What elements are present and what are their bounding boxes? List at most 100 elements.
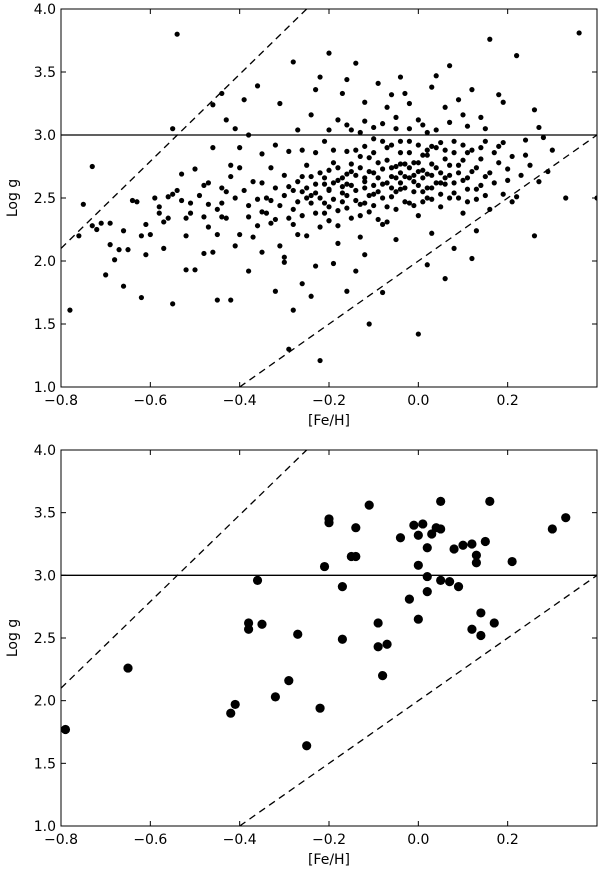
plot-area — [61, 9, 597, 387]
data-point — [196, 192, 203, 199]
data-point — [491, 180, 497, 186]
data-point — [98, 220, 104, 226]
data-point — [409, 520, 419, 530]
data-point — [339, 175, 345, 181]
data-point — [445, 577, 455, 587]
data-point — [299, 147, 305, 153]
data-point — [315, 703, 325, 713]
data-point — [371, 191, 377, 197]
data-point — [116, 247, 122, 253]
data-point — [380, 166, 386, 172]
data-point — [317, 357, 323, 364]
data-point — [420, 122, 426, 128]
data-point — [464, 150, 471, 156]
data-point — [344, 76, 350, 83]
data-point — [335, 177, 341, 183]
data-point — [576, 30, 582, 36]
data-point — [313, 150, 319, 156]
data-point — [284, 676, 294, 686]
data-point — [366, 155, 372, 161]
data-point — [375, 80, 381, 86]
data-point — [438, 180, 444, 186]
data-point — [308, 200, 314, 206]
reference-line-dashed — [61, 9, 308, 249]
data-point — [286, 346, 292, 352]
data-point — [165, 215, 171, 221]
data-point — [263, 195, 270, 201]
data-point — [422, 571, 432, 582]
x-tick-label: 0.0 — [407, 832, 429, 848]
data-point — [433, 73, 439, 79]
data-point — [326, 50, 332, 56]
data-point — [397, 180, 404, 186]
data-point — [259, 180, 265, 186]
data-point — [429, 143, 435, 149]
data-point — [366, 209, 372, 215]
data-point — [299, 281, 305, 287]
data-point — [482, 192, 488, 199]
data-point — [286, 215, 292, 221]
data-point — [487, 206, 493, 212]
data-point — [210, 249, 216, 255]
data-point — [489, 618, 499, 628]
data-point — [183, 233, 189, 239]
data-point — [304, 185, 310, 191]
data-point — [230, 699, 240, 710]
data-point — [326, 167, 332, 173]
data-point — [362, 252, 368, 258]
data-point — [170, 191, 176, 197]
data-point — [348, 215, 354, 221]
data-point — [339, 199, 345, 205]
data-point — [455, 170, 462, 176]
data-point — [192, 267, 198, 273]
data-point — [138, 233, 144, 239]
data-point — [317, 170, 323, 176]
data-point — [375, 216, 381, 223]
data-point — [330, 180, 337, 186]
data-point — [442, 156, 448, 162]
x-tick-label: −0.6 — [133, 832, 167, 848]
data-point — [380, 221, 386, 228]
data-point — [277, 243, 283, 249]
data-point — [388, 173, 395, 180]
data-point — [330, 160, 337, 166]
data-point — [424, 147, 430, 153]
data-point — [384, 157, 390, 163]
data-point — [295, 199, 301, 205]
data-point — [438, 139, 444, 146]
y-tick-label: 2.0 — [34, 254, 56, 270]
data-point — [147, 231, 153, 238]
data-point — [388, 185, 395, 191]
data-point — [161, 245, 167, 251]
data-point — [411, 179, 417, 185]
data-point — [451, 180, 457, 186]
data-point — [406, 200, 412, 206]
data-point — [464, 186, 471, 192]
data-point — [272, 288, 278, 294]
data-point — [344, 171, 350, 177]
data-point — [308, 293, 314, 299]
data-point — [442, 175, 448, 181]
data-point — [219, 90, 225, 97]
data-point — [393, 236, 399, 243]
data-point — [507, 556, 517, 567]
data-point — [337, 582, 347, 592]
data-point — [170, 301, 176, 307]
data-point — [415, 142, 421, 148]
data-point — [413, 530, 423, 540]
data-point — [460, 210, 466, 216]
data-point — [259, 249, 265, 255]
data-point — [382, 639, 392, 649]
data-point — [335, 208, 341, 214]
data-point — [317, 74, 323, 80]
data-point — [531, 107, 538, 113]
data-point — [561, 513, 571, 523]
data-point — [302, 741, 312, 751]
data-point — [402, 161, 408, 167]
data-point — [384, 145, 390, 151]
data-point — [125, 247, 131, 253]
data-point — [228, 173, 234, 180]
data-point — [281, 254, 287, 260]
data-point — [473, 228, 479, 234]
data-point — [362, 99, 368, 105]
